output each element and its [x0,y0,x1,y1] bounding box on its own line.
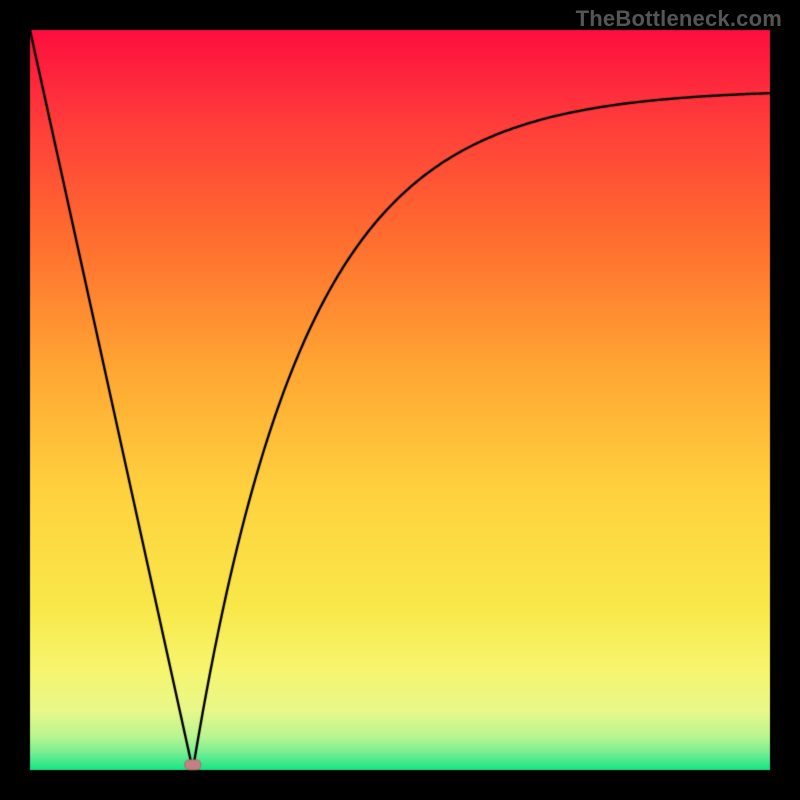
bottleneck-curve-chart [0,0,800,800]
source-attribution: TheBottleneck.com [576,6,782,32]
chart-frame: TheBottleneck.com [0,0,800,800]
